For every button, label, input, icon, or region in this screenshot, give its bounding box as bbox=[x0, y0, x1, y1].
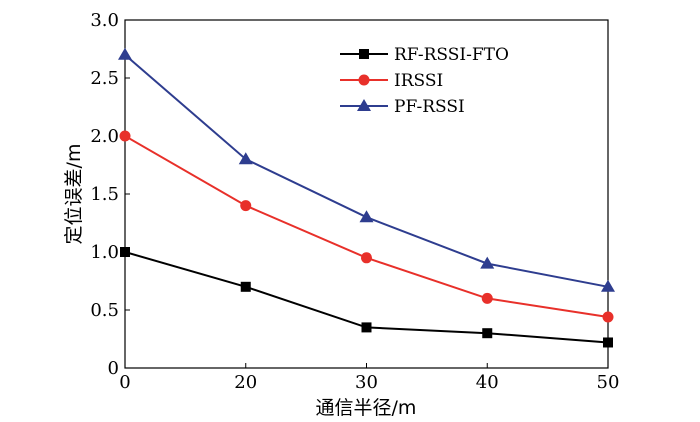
data-point-irssi bbox=[361, 252, 372, 264]
data-point-irssi bbox=[602, 311, 614, 323]
legend-label-rf-rssi-fto: RF-RSSI-FTO bbox=[394, 45, 509, 65]
axis-ticks: 0 20 30 40 50 0 0.5 1.0 1.5 2.0 2.5 3.0 bbox=[90, 10, 619, 393]
x-tick-label: 20 bbox=[234, 372, 257, 393]
data-point-rf-rssi-fto bbox=[240, 281, 251, 292]
data-point-pf-rssi bbox=[601, 279, 615, 292]
data-point-irssi bbox=[481, 292, 493, 304]
legend-marker-irssi bbox=[358, 74, 370, 86]
data-point-pf-rssi bbox=[118, 47, 132, 60]
legend-label-pf-rssi: PF-RSSI bbox=[394, 97, 465, 117]
data-point-pf-rssi bbox=[359, 210, 374, 223]
series-lines bbox=[124, 54, 609, 344]
data-point-rf-rssi-fto bbox=[361, 322, 372, 333]
data-point-rf-rssi-fto bbox=[482, 328, 493, 339]
y-tick-label: 0 bbox=[108, 358, 119, 379]
x-tick-label: 30 bbox=[355, 372, 378, 393]
plot-frame bbox=[124, 19, 609, 369]
legend-marker-rf-rssi-fto bbox=[359, 49, 369, 59]
y-tick-label: 3.0 bbox=[90, 10, 119, 31]
series-markers bbox=[118, 47, 615, 348]
x-tick-label: 50 bbox=[597, 372, 620, 393]
x-tick-label: 0 bbox=[119, 372, 130, 393]
y-tick-label: 0.5 bbox=[90, 300, 119, 321]
data-point-pf-rssi bbox=[238, 152, 253, 165]
data-point-irssi bbox=[119, 130, 131, 142]
legend: RF-RSSI-FTO IRSSI PF-RSSI bbox=[340, 45, 509, 117]
x-tick-label: 40 bbox=[476, 372, 499, 393]
y-tick-label: 2.5 bbox=[90, 68, 119, 89]
data-point-rf-rssi-fto bbox=[120, 247, 130, 257]
data-point-rf-rssi-fto bbox=[603, 337, 613, 348]
x-axis-title: 通信半径/m bbox=[316, 397, 417, 419]
series-line-pf-rssi bbox=[124, 54, 609, 288]
legend-marker-pf-rssi bbox=[357, 99, 371, 111]
data-point-pf-rssi bbox=[480, 256, 495, 269]
y-tick-label: 1.0 bbox=[90, 242, 119, 263]
data-point-irssi bbox=[240, 200, 252, 212]
y-tick-label: 2.0 bbox=[90, 126, 119, 147]
series-line-irssi bbox=[124, 135, 609, 318]
legend-label-irssi: IRSSI bbox=[394, 71, 443, 91]
y-tick-label: 1.5 bbox=[90, 184, 119, 205]
y-axis-title: 定位误差/m bbox=[63, 144, 85, 245]
